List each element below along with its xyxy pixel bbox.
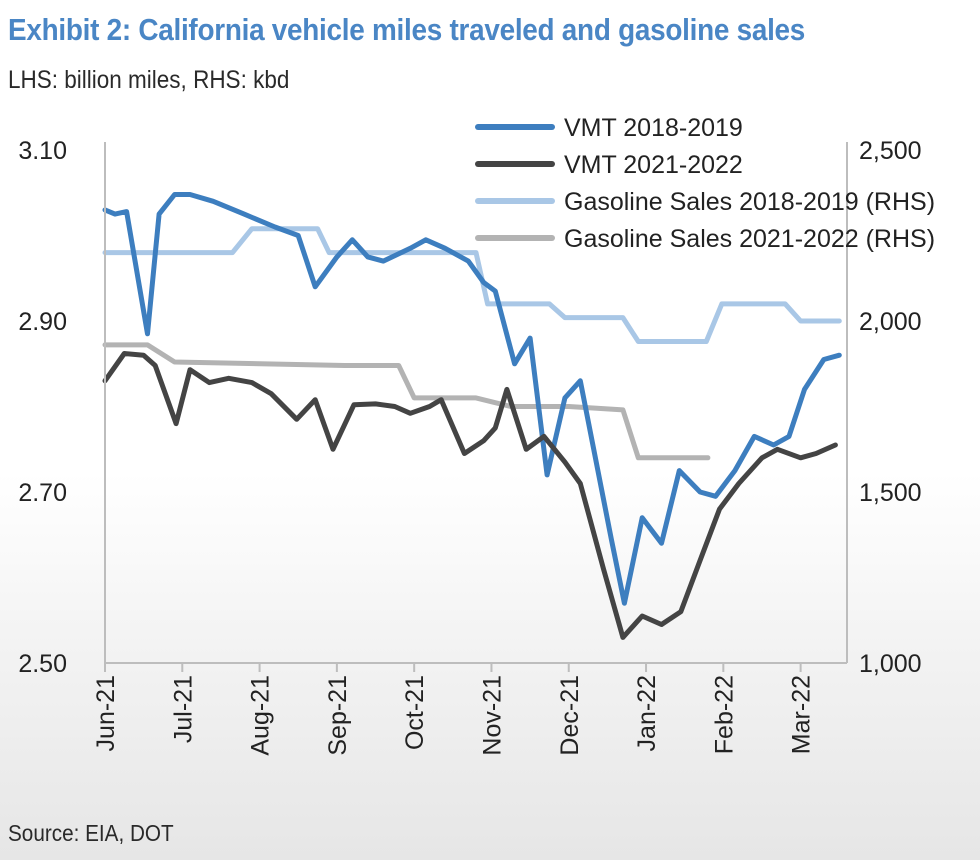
y-left-tick-label: 2.50 bbox=[18, 650, 67, 678]
x-tick-label: Sep-21 bbox=[324, 675, 352, 756]
x-tick-label: Oct-21 bbox=[401, 675, 429, 750]
y-left-tick-label: 3.10 bbox=[18, 137, 67, 165]
y-right-tick-label: 1,500 bbox=[859, 479, 922, 507]
y-left-tick-label: 2.90 bbox=[18, 308, 67, 336]
legend-label: Gasoline Sales 2018-2019 (RHS) bbox=[564, 188, 935, 216]
chart-title: Exhibit 2: California vehicle miles trav… bbox=[8, 12, 806, 47]
line-chart: 3.10 2.90 2.70 2.50 2,500 2,000 1,500 1,000 Jun-… bbox=[18, 114, 935, 756]
y-right-tick-label: 2,000 bbox=[859, 308, 922, 336]
x-tick-label: Dec-21 bbox=[556, 675, 584, 756]
x-tick-label: Jul-21 bbox=[169, 675, 197, 743]
series-layer bbox=[102, 192, 842, 640]
x-tick-label: Jun-21 bbox=[92, 675, 120, 751]
y-left-tick-label: 2.70 bbox=[18, 479, 67, 507]
axes-layer: 3.10 2.90 2.70 2.50 2,500 2,000 1,500 1,000 Jun-… bbox=[18, 137, 921, 756]
legend-label: VMT 2018-2019 bbox=[564, 114, 743, 142]
source-note: Source: EIA, DOT bbox=[8, 820, 174, 846]
x-tick-label: Aug-21 bbox=[247, 675, 275, 756]
legend-label: VMT 2021-2022 bbox=[564, 151, 743, 179]
x-tick-label: Feb-22 bbox=[710, 675, 738, 754]
series-line-4 bbox=[102, 342, 711, 461]
chart-subtitle: LHS: billion miles, RHS: kbd bbox=[8, 66, 290, 94]
legend-label: Gasoline Sales 2021-2022 (RHS) bbox=[564, 225, 935, 253]
x-tick-label: Jan-22 bbox=[633, 675, 661, 751]
series-line-2 bbox=[102, 351, 838, 640]
y-right-tick-label: 1,000 bbox=[859, 650, 922, 678]
y-right-tick-label: 2,500 bbox=[859, 137, 922, 165]
legend: VMT 2018-2019 VMT 2021-2022 Gasoline Sales… bbox=[475, 114, 935, 253]
x-tick-label: Mar-22 bbox=[788, 675, 816, 754]
series-line-1 bbox=[102, 192, 842, 606]
x-tick-label: Nov-21 bbox=[478, 675, 506, 756]
